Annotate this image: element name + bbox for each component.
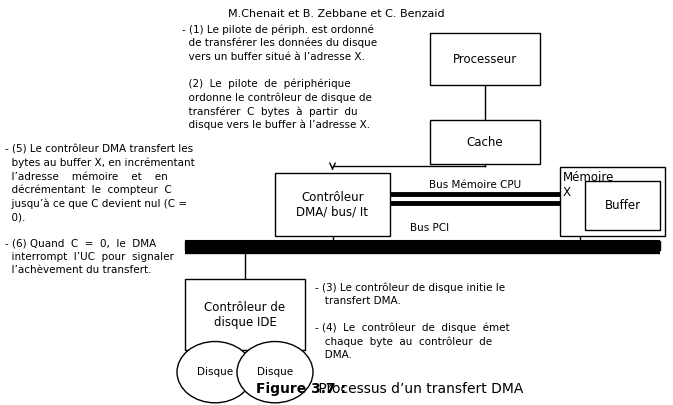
Text: Disque: Disque: [197, 367, 233, 377]
Text: Processeur: Processeur: [453, 53, 517, 66]
Text: - (3) Le contrôleur de disque initie le
   transfert DMA.

- (4)  Le  contrôleur: - (3) Le contrôleur de disque initie le …: [315, 282, 509, 360]
FancyBboxPatch shape: [430, 33, 540, 85]
FancyBboxPatch shape: [560, 168, 665, 237]
Text: Processus d’un transfert DMA: Processus d’un transfert DMA: [314, 382, 523, 396]
Text: Figure 3.7 :: Figure 3.7 :: [256, 382, 346, 396]
FancyBboxPatch shape: [585, 181, 660, 230]
Text: Disque: Disque: [257, 367, 293, 377]
FancyBboxPatch shape: [185, 279, 305, 350]
FancyBboxPatch shape: [430, 120, 540, 164]
FancyBboxPatch shape: [275, 173, 390, 237]
Text: Buffer: Buffer: [604, 199, 641, 212]
Ellipse shape: [237, 341, 313, 403]
Text: Cache: Cache: [466, 136, 503, 149]
Text: Contrôleur
DMA/ bus/ It: Contrôleur DMA/ bus/ It: [297, 191, 369, 219]
Text: Bus Mémoire CPU: Bus Mémoire CPU: [429, 181, 521, 190]
Text: Contrôleur de
disque IDE: Contrôleur de disque IDE: [205, 301, 285, 329]
Text: - (1) Le pilote de périph. est ordonné
  de transférer les données du disque
  v: - (1) Le pilote de périph. est ordonné d…: [182, 24, 377, 130]
Text: Bus PCI: Bus PCI: [411, 223, 450, 233]
Text: Mémoire
X: Mémoire X: [563, 171, 614, 199]
Text: - (5) Le contrôleur DMA transfert les
  bytes au buffer X, en incrémentant
  l’a: - (5) Le contrôleur DMA transfert les by…: [5, 145, 194, 275]
Text: M.Chenait et B. Zebbane et C. Benzaid: M.Chenait et B. Zebbane et C. Benzaid: [228, 9, 445, 19]
Ellipse shape: [177, 341, 253, 403]
